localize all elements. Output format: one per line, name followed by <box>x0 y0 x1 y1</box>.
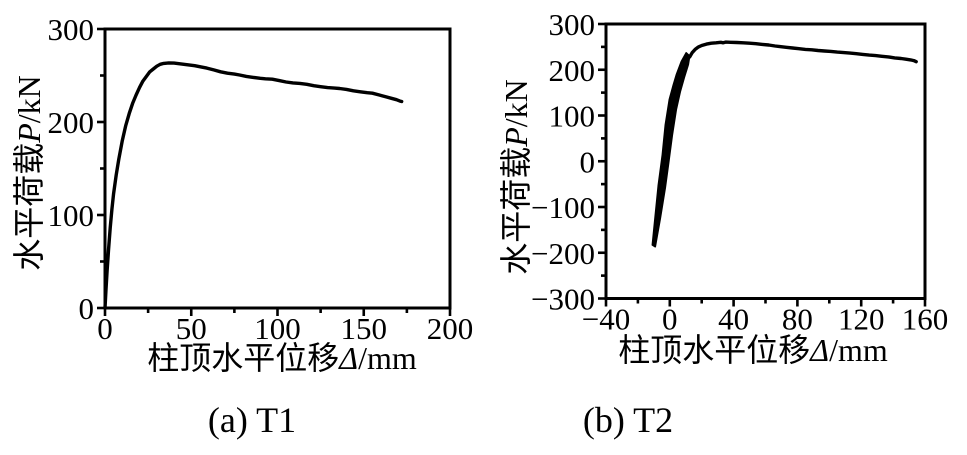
x-axis-variable-t2: Δ <box>810 332 830 368</box>
y-axis-title-t1: 水平荷载P/kN <box>11 75 47 271</box>
x-axis-unit-t2: /mm <box>829 332 888 368</box>
y-tick-label: −100 <box>531 190 595 225</box>
y-axis-title-t1-text: 水平荷载 <box>11 142 47 271</box>
plot-frame-t2 <box>604 22 927 300</box>
y-tick-label: 300 <box>549 7 596 42</box>
y-tick-label: 100 <box>549 99 596 134</box>
x-tick-label: 200 <box>427 311 474 346</box>
y-tick-label: 0 <box>79 291 95 326</box>
x-tick-label: 0 <box>662 302 678 337</box>
x-axis-variable-t1: Δ <box>339 340 359 376</box>
x-tick-label: 0 <box>97 311 113 346</box>
x-tick-label: −40 <box>582 302 630 337</box>
y-tick-label: 200 <box>549 53 596 88</box>
x-tick-label: 100 <box>254 311 301 346</box>
x-axis-title-t2-text: 柱顶水平位移 <box>618 332 811 368</box>
y-axis-title-t2: 水平荷载P/kN <box>498 79 534 275</box>
y-axis-title-t2-text: 水平荷载 <box>498 146 534 275</box>
plot-frame-t1 <box>103 27 452 310</box>
y-tick-label: 200 <box>48 105 95 140</box>
x-axis-title-t1: 柱顶水平位移Δ/mm <box>147 342 416 374</box>
y-tick-label: 300 <box>48 12 95 47</box>
x-axis-title-t2: 柱顶水平位移Δ/mm <box>618 334 887 366</box>
x-tick-label: 40 <box>718 302 749 337</box>
y-tick-label: −200 <box>531 236 595 271</box>
y-axis-variable-t2: P <box>498 127 534 147</box>
hysteresis-band <box>651 52 691 248</box>
data-curve-t1 <box>103 61 404 310</box>
y-tick-label: −300 <box>531 282 595 317</box>
x-tick-label: 80 <box>782 302 813 337</box>
data-curve-t2 <box>688 40 918 64</box>
x-tick-label: 160 <box>902 302 949 337</box>
y-tick-label: 100 <box>48 198 95 233</box>
y-axis-variable-t1: P <box>11 123 47 143</box>
x-tick-label: 50 <box>176 311 207 346</box>
y-axis-unit-t2: /kN <box>498 79 534 128</box>
x-tick-label: 120 <box>838 302 885 337</box>
caption-t1: (a) T1 <box>207 400 297 440</box>
x-axis-unit-t1: /mm <box>358 340 417 376</box>
y-tick-label: 0 <box>580 144 596 179</box>
chart-t1: 0 50 100 150 200 0 100 200 300 <box>48 12 474 346</box>
x-axis-title-t1-text: 柱顶水平位移 <box>147 340 340 376</box>
caption-t2: (b) T2 <box>582 400 674 440</box>
y-axis-unit-t1: /kN <box>11 75 47 124</box>
x-tick-label: 150 <box>341 311 388 346</box>
chart-t2: −40 0 40 80 120 160 −300 −200 −100 0 100 200 300 <box>531 7 948 336</box>
